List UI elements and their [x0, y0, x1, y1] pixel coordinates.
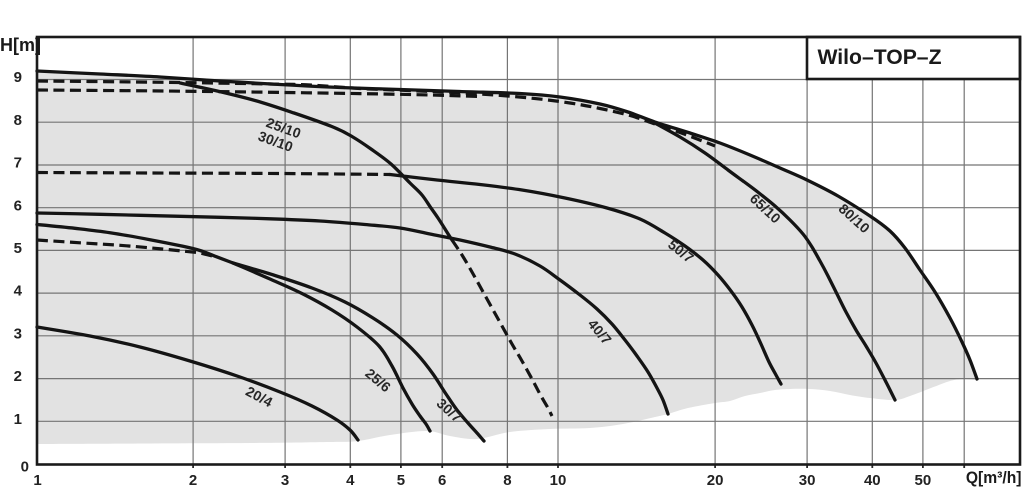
- svg-text:4: 4: [14, 283, 23, 300]
- svg-text:H[m]: H[m]: [0, 35, 41, 55]
- svg-text:40: 40: [864, 472, 881, 489]
- svg-text:0: 0: [21, 459, 29, 476]
- svg-text:6: 6: [438, 472, 446, 489]
- svg-text:6: 6: [14, 197, 22, 214]
- svg-text:7: 7: [14, 155, 22, 172]
- svg-text:8: 8: [14, 112, 22, 129]
- svg-text:20: 20: [707, 472, 724, 489]
- svg-text:30: 30: [799, 472, 816, 489]
- svg-text:5: 5: [14, 240, 22, 257]
- svg-text:Wilo–TOP–Z: Wilo–TOP–Z: [818, 45, 942, 69]
- svg-text:50: 50: [915, 472, 932, 489]
- svg-text:1: 1: [33, 472, 41, 489]
- svg-text:5: 5: [397, 472, 405, 489]
- svg-text:1: 1: [14, 411, 22, 428]
- svg-text:2: 2: [189, 472, 197, 489]
- svg-text:8: 8: [503, 472, 511, 489]
- svg-text:9: 9: [14, 69, 22, 86]
- svg-text:2: 2: [14, 368, 22, 385]
- svg-text:4: 4: [346, 472, 355, 489]
- svg-text:10: 10: [550, 472, 567, 489]
- svg-text:Q[m³/h]: Q[m³/h]: [966, 469, 1022, 487]
- svg-text:3: 3: [14, 325, 22, 342]
- svg-text:3: 3: [281, 472, 289, 489]
